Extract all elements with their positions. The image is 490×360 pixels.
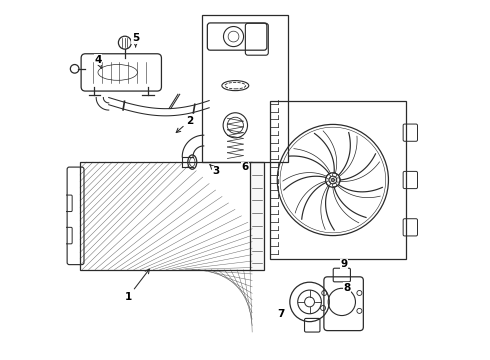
Bar [270, 101, 406, 259]
Text: 8: 8 [343, 283, 351, 293]
Text: 5: 5 [132, 33, 139, 47]
Text: 3: 3 [210, 165, 220, 176]
Text: 6: 6 [242, 162, 248, 172]
Text: 1: 1 [125, 269, 149, 302]
Bar [250, 162, 264, 270]
Text: 7: 7 [277, 310, 285, 319]
Bar [202, 15, 288, 162]
Circle shape [331, 178, 335, 182]
Text: 4: 4 [94, 55, 101, 68]
Bar [80, 162, 252, 270]
Text: 2: 2 [176, 116, 193, 132]
Text: 9: 9 [340, 259, 347, 269]
